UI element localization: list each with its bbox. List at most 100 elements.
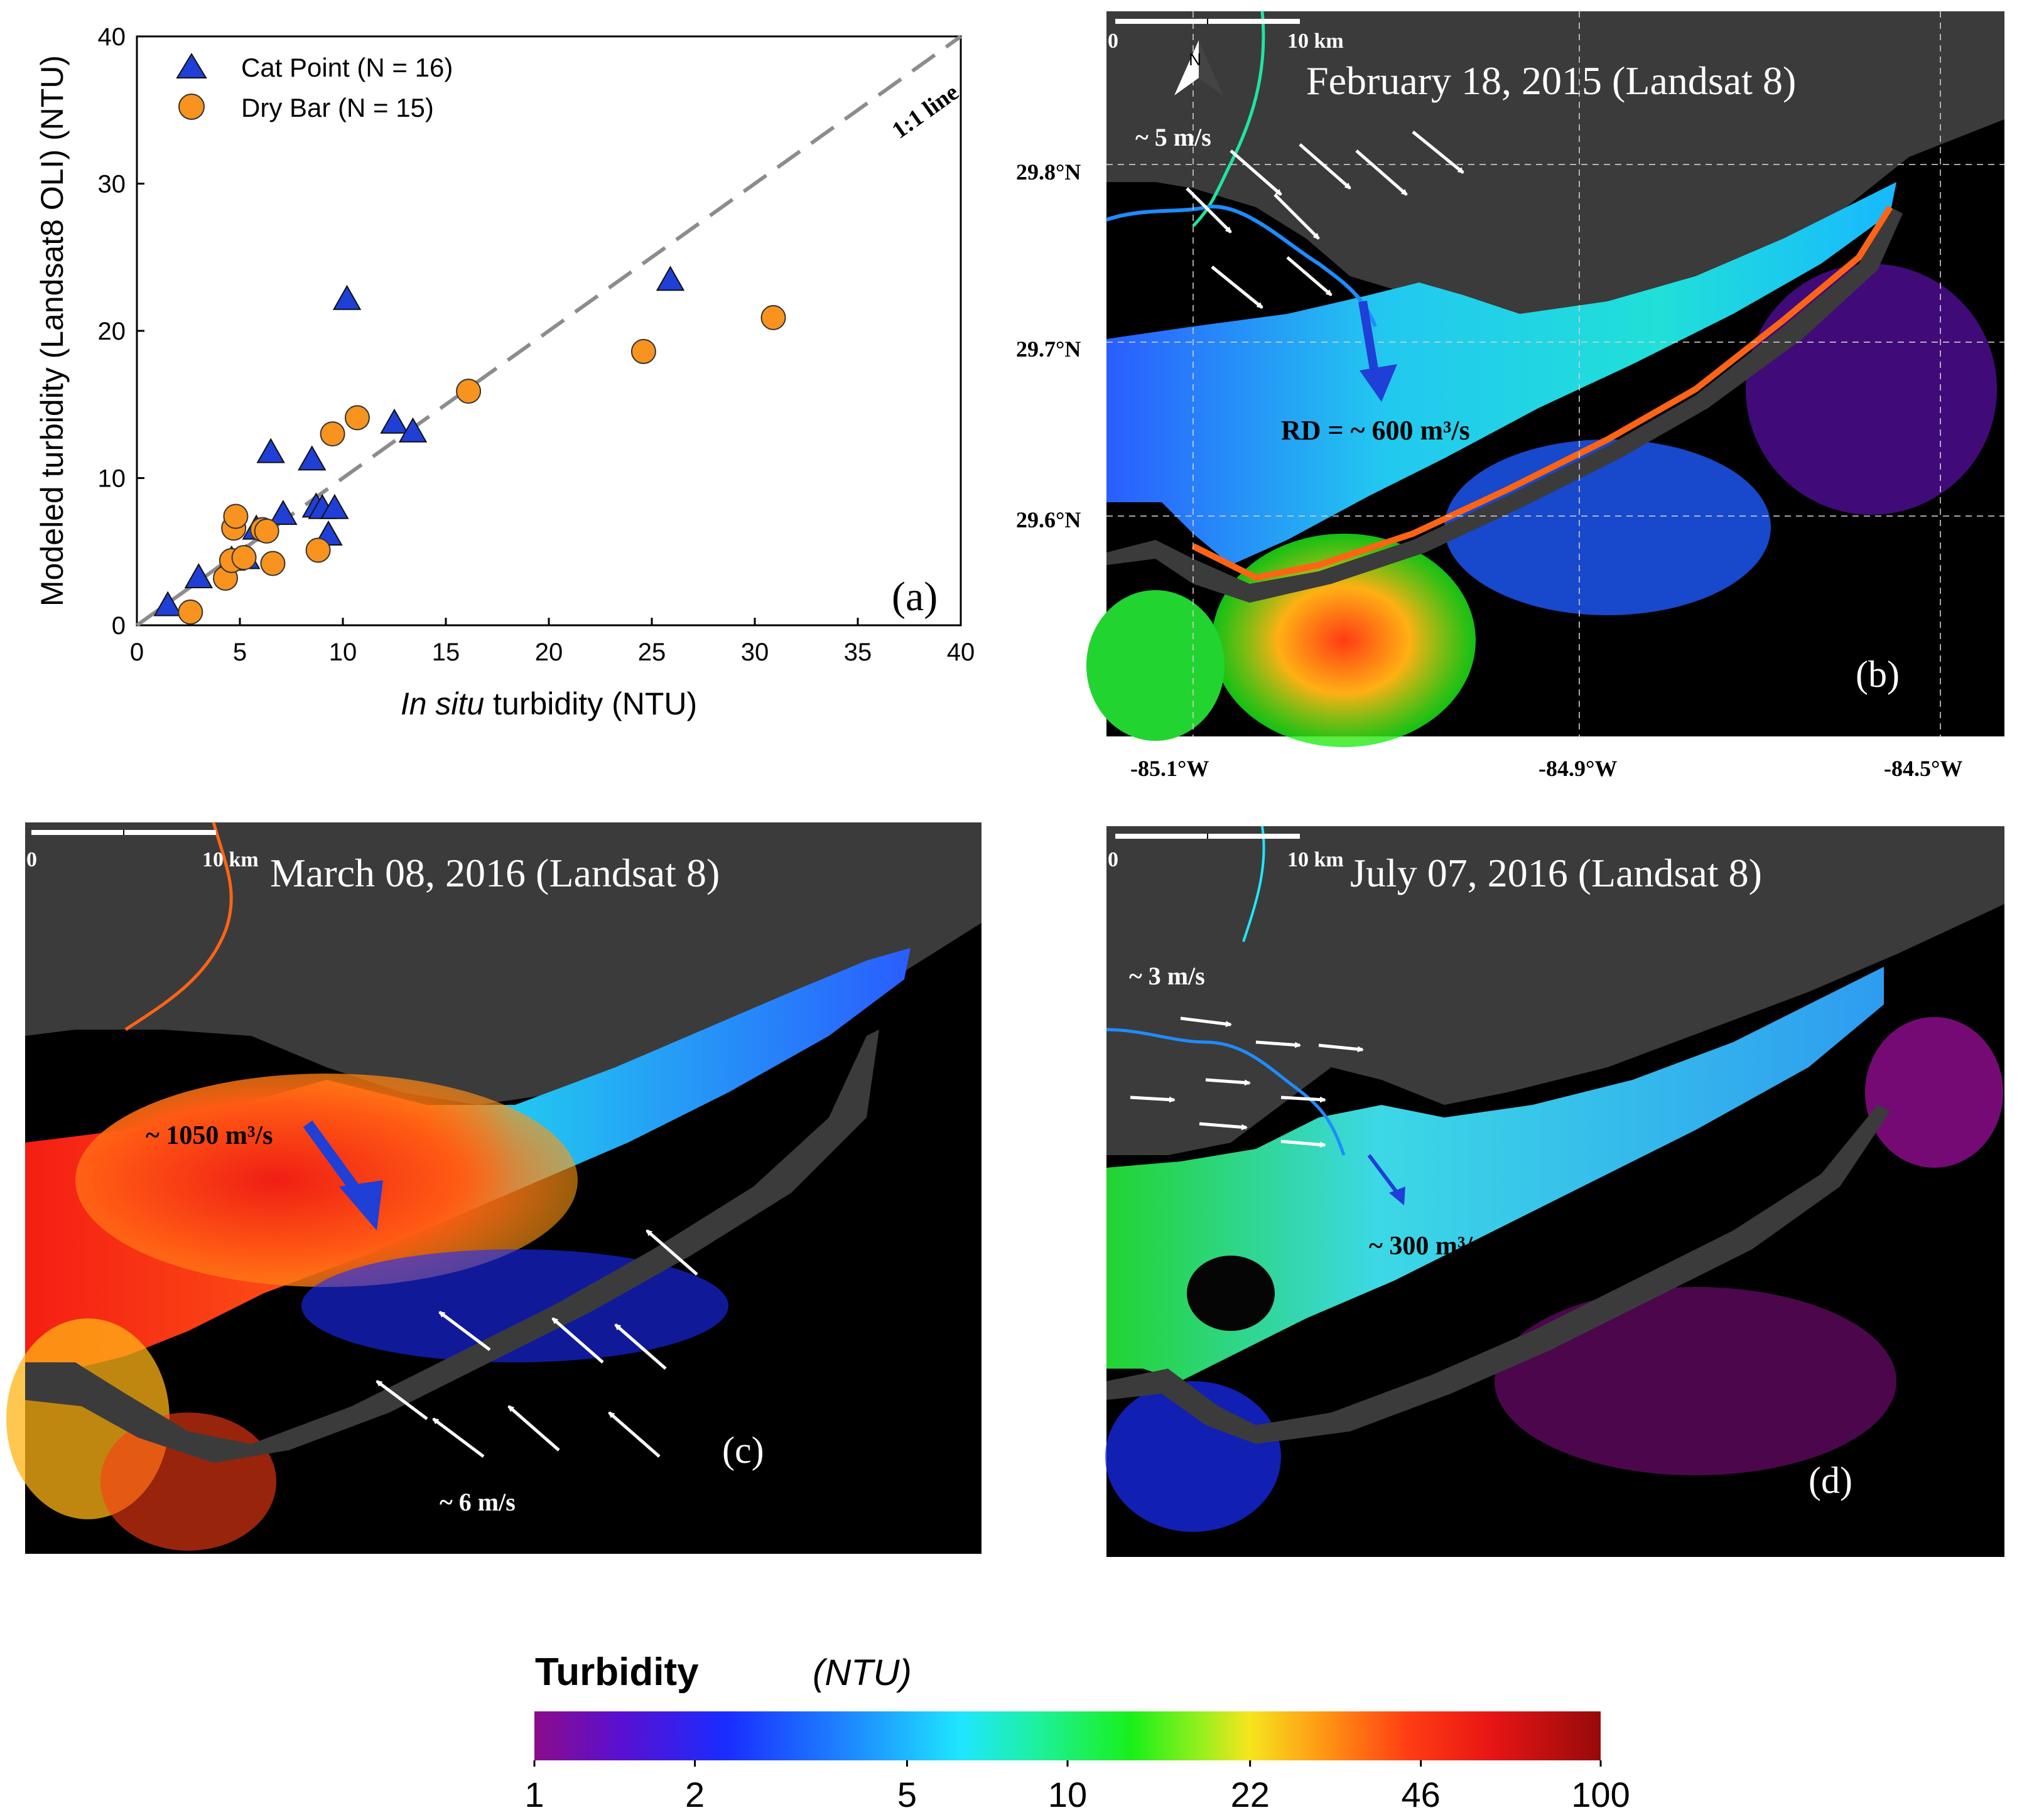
graticule: [1106, 11, 2004, 736]
data-point-cat-point: [320, 493, 349, 519]
land: [1106, 11, 2004, 333]
river: [1192, 11, 1265, 227]
y-tick-label: 0: [112, 612, 126, 640]
data-point-dry-bar: [320, 421, 345, 447]
data-point-dry-bar: [223, 503, 249, 529]
lon-label: -84.9°W: [1538, 756, 1617, 781]
data-point-dry-bar: [344, 405, 370, 431]
data-point-dry-bar: [305, 537, 331, 563]
data-point-cat-point: [269, 500, 298, 525]
data-point-cat-point: [380, 408, 409, 434]
x-tick-label: 0: [130, 638, 144, 666]
turbid-water: [1086, 590, 1225, 741]
scale-bar-start: 0: [26, 848, 37, 871]
wind-speed-label: ~ 5 m/s: [1135, 123, 1211, 151]
colorbar-tick-label: 46: [1402, 1775, 1441, 1814]
legend: Cat Point (N = 16) Dry Bar (N = 15): [176, 53, 453, 122]
river-discharge-label: RD = ~ 600 m³/s: [1281, 415, 1470, 446]
colorbar-tick-label: 1: [524, 1775, 544, 1814]
scatter-points: [153, 266, 786, 625]
x-tick-label: 20: [535, 638, 563, 666]
scale-bar-end: 10 km: [1287, 30, 1344, 53]
colorbar: Turbidity (NTU) 1 2 5 10 22 46 100: [524, 1650, 1630, 1814]
river: [1106, 1028, 1346, 1156]
x-tick-label: 40: [947, 638, 975, 666]
river-discharge-arrow: [339, 1180, 383, 1230]
turbid-water: [1444, 439, 1771, 615]
panel-title: July 07, 2016 (Landsat 8): [1350, 851, 1762, 895]
data-point-cat-point: [656, 266, 685, 291]
y-tick-label: 20: [98, 318, 126, 345]
data-point-cat-point: [298, 445, 327, 471]
river-discharge-arrow: [1367, 1154, 1399, 1194]
colorbar-tick-label: 100: [1571, 1775, 1630, 1814]
river-discharge-arrow: [303, 1120, 363, 1197]
panel-title: March 08, 2016 (Landsat 8): [270, 851, 720, 895]
colorbar-unit: (NTU): [813, 1652, 912, 1693]
turbid-water: [1746, 264, 1997, 515]
y-tick-label: 30: [98, 171, 126, 198]
data-point-dry-bar: [760, 304, 786, 330]
lon-label: -84.5°W: [1884, 756, 1962, 781]
y-axis-title: Modeled turbidity (Landsat8 OLI) (NTU): [35, 55, 70, 606]
colorbar-ticks: 1 2 5 10 22 46 100: [524, 1760, 1630, 1814]
panel-title: February 18, 2015 (Landsat 8): [1306, 58, 1796, 103]
data-point-dry-bar: [178, 599, 203, 625]
river-discharge-arrow: [1389, 1187, 1405, 1205]
wind-arrows: [1186, 131, 1464, 309]
colorbar-tick-label: 5: [897, 1775, 917, 1814]
sediment-plume: [75, 1074, 578, 1287]
map-panel-b: 0 10 km N February 18, 2015 (Landsat 8) …: [1016, 11, 2004, 781]
colorbar-tick-label: 22: [1231, 1775, 1270, 1814]
x-tick-label: 25: [638, 638, 666, 666]
river-discharge-label: ~ 1050 m³/s: [146, 1121, 273, 1150]
data-point-dry-bar: [630, 338, 656, 364]
x-tick-label: 30: [741, 638, 769, 666]
x-tick-label: 35: [844, 638, 872, 666]
land: [1106, 826, 2004, 1155]
lat-label: 29.8°N: [1016, 159, 1081, 185]
turbid-water: [1865, 1017, 2003, 1168]
data-point-cat-point: [153, 591, 182, 617]
data-point-dry-bar: [456, 379, 482, 404]
map-panel-c: 0 10 km March 08, 2016 (Landsat 8) ~ 105…: [6, 822, 981, 1554]
panel-label-b: (b): [1856, 654, 1900, 695]
barrier-island: [1106, 1105, 1890, 1444]
river: [1106, 205, 1377, 328]
data-point-cat-point: [398, 417, 428, 443]
map-panel-d: 0 10 km July 07, 2016 (Landsat 8) ~ 3 m/…: [1105, 826, 2004, 1557]
x-axis-title: In situ turbidity (NTU): [401, 686, 697, 721]
bay-edge: [1191, 205, 1893, 581]
wind-speed-label: ~ 6 m/s: [440, 1488, 516, 1516]
scale-bar-start: 0: [1108, 30, 1118, 53]
scale-bar-end: 10 km: [202, 848, 259, 871]
river-discharge-arrow: [1358, 300, 1380, 378]
data-point-cat-point: [256, 438, 285, 463]
data-point-dry-bar: [231, 545, 257, 571]
colorbar-title: Turbidity: [535, 1650, 699, 1694]
x-tick-label: 5: [233, 638, 247, 666]
scale-bar-end: 10 km: [1287, 848, 1344, 871]
y-tick-label: 40: [98, 23, 126, 51]
legend-marker-cat-point: [176, 53, 207, 78]
lat-label: 29.7°N: [1016, 337, 1081, 362]
panel-label-a: (a): [892, 574, 938, 620]
legend-marker-dry-bar: [178, 94, 205, 120]
bay-water: [1106, 182, 1896, 565]
river: [1242, 826, 1265, 942]
data-point-cat-point: [332, 284, 362, 310]
turbid-water: [1495, 1287, 1896, 1475]
legend-label-cat-point: Cat Point (N = 16): [241, 53, 453, 82]
colorbar-tick-label: 2: [685, 1775, 705, 1814]
svg-text:N: N: [1189, 50, 1201, 69]
river-discharge-arrow: [1360, 364, 1397, 402]
data-point-cat-point: [184, 563, 214, 588]
colorbar-gradient: [534, 1711, 1601, 1760]
lat-label: 29.6°N: [1016, 507, 1081, 532]
y-tick-label: 10: [98, 465, 126, 493]
x-tick-label: 15: [432, 638, 460, 666]
wind-arrows: [376, 1229, 698, 1458]
colorbar-tick-label: 10: [1048, 1775, 1087, 1814]
lon-label: -85.1°W: [1130, 756, 1209, 781]
